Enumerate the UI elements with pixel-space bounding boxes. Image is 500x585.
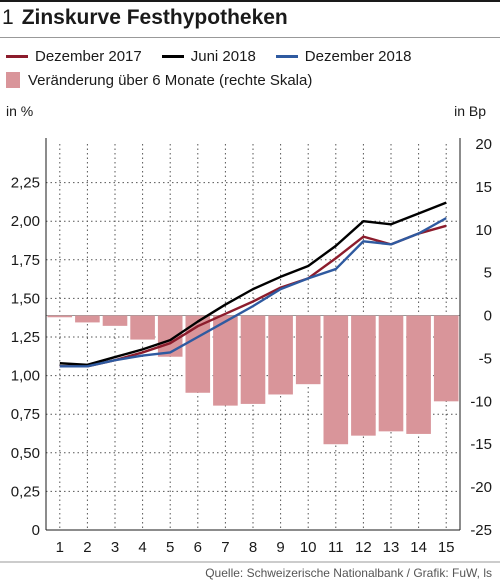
line-series-2 xyxy=(59,217,447,368)
legend-swatch-change xyxy=(6,72,20,88)
y-left-tick-label: 2,25 xyxy=(11,175,40,192)
x-tick-label: 11 xyxy=(328,539,344,556)
left-axis-unit: in % xyxy=(6,103,34,119)
bar-change xyxy=(75,315,100,323)
legend-item-change: Veränderung über 6 Monate (rechte Skala) xyxy=(6,72,312,89)
y-right-tick-label: 20 xyxy=(475,136,492,153)
y-left-tick-label: 1,00 xyxy=(11,368,40,385)
legend-swatch-jun2018 xyxy=(161,54,184,58)
top-rule xyxy=(0,0,500,2)
legend-swatch-dez2018 xyxy=(275,54,298,58)
x-tick-label: 9 xyxy=(276,539,284,556)
x-tick-label: 13 xyxy=(383,539,400,556)
x-tick-label: 15 xyxy=(438,539,455,556)
x-tick-label: 5 xyxy=(166,539,174,556)
y-right-tick-label: -5 xyxy=(479,350,492,367)
y-left-tick-label: 0,75 xyxy=(11,406,40,423)
bar-change xyxy=(157,315,183,357)
bar-change xyxy=(295,315,321,385)
y-left-tick-label: 0,25 xyxy=(11,483,40,500)
legend-label-jun2018: Juni 2018 xyxy=(190,47,256,65)
y-right-tick-label: -20 xyxy=(470,479,492,496)
legend-swatch-dez2017 xyxy=(6,54,28,58)
title-divider xyxy=(0,37,500,38)
bar-change xyxy=(240,315,266,404)
y-left-tick-label: 2,00 xyxy=(11,213,40,230)
legend-item-dez2018: Dezember 2018 xyxy=(275,47,412,65)
legend-label-dez2018: Dezember 2018 xyxy=(304,47,412,65)
x-tick-label: 12 xyxy=(355,539,372,556)
bar-change xyxy=(433,315,459,402)
y-left-tick-label: 0,50 xyxy=(11,445,40,462)
y-right-tick-label: 5 xyxy=(484,265,492,282)
bar-change xyxy=(47,315,73,318)
x-tick-label: 14 xyxy=(410,539,427,556)
bar-change xyxy=(130,315,155,340)
y-left-tick-label: 1,50 xyxy=(11,290,40,307)
right-axis-unit: in Bp xyxy=(454,103,486,119)
line-series-1 xyxy=(59,201,447,366)
bar-change xyxy=(406,315,431,434)
x-tick-label: 2 xyxy=(83,539,91,556)
legend-item-jun2018: Juni 2018 xyxy=(161,47,256,65)
x-tick-label: 1 xyxy=(56,539,64,556)
x-tick-label: 3 xyxy=(111,539,119,556)
bar-change xyxy=(268,315,293,395)
y-right-tick-label: -10 xyxy=(470,393,492,410)
y-right-tick-label: 0 xyxy=(484,308,492,325)
bar-change xyxy=(213,315,238,406)
y-right-tick-label: -15 xyxy=(470,436,492,453)
bar-change xyxy=(102,315,128,326)
legend-label-change: Veränderung über 6 Monate (rechte Skala) xyxy=(28,71,313,89)
x-tick-label: 10 xyxy=(300,539,317,556)
bar-change xyxy=(323,315,349,445)
y-right-tick-label: 15 xyxy=(475,179,492,196)
x-tick-label: 7 xyxy=(221,539,229,556)
x-tick-label: 8 xyxy=(249,539,257,556)
y-right-tick-label: -25 xyxy=(470,522,492,539)
chart-title: 1 Zinskurve Festhypotheken xyxy=(2,6,288,30)
bar-change xyxy=(351,315,376,436)
y-left-tick-label: 1,25 xyxy=(11,329,40,346)
y-right-tick-label: 10 xyxy=(475,222,492,239)
y-left-tick-label: 0 xyxy=(32,522,40,539)
source-credit: Quelle: Schweizerische Nationalbank / Gr… xyxy=(205,566,492,580)
y-left-tick-label: 1,75 xyxy=(11,252,40,269)
chart-number: 1 xyxy=(2,6,14,29)
chart-title-text: Zinskurve Festhypotheken xyxy=(21,6,288,29)
x-tick-label: 6 xyxy=(194,539,202,556)
legend-label-dez2017: Dezember 2017 xyxy=(35,47,142,65)
legend: Dezember 2017 Juni 2018 Dezember 2018 Ve… xyxy=(6,44,496,92)
legend-item-dez2017: Dezember 2017 xyxy=(6,48,142,65)
x-tick-label: 4 xyxy=(138,539,146,556)
bar-change xyxy=(378,315,404,432)
